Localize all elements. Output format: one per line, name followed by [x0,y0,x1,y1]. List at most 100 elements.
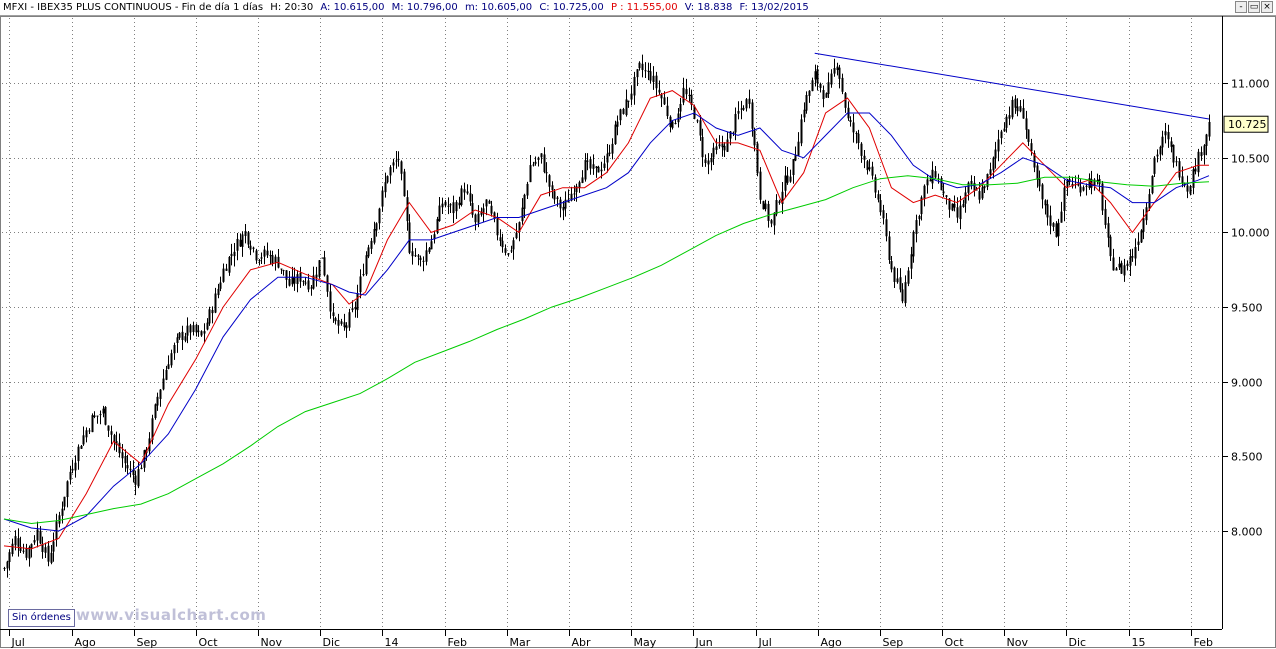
candle-body [1011,99,1014,118]
candle-body [512,240,515,250]
candle-body [151,418,154,440]
candle-body [126,465,129,469]
price-chart[interactable]: Jul Ago Sep Oct Nov Dic 14 Feb Mar Abr May Jun Jul Ag… [0,16,1276,649]
candle-body [170,353,173,366]
candle-body [1060,211,1063,223]
candle-body [715,146,718,150]
candle-body [501,240,504,248]
close-button[interactable]: × [1261,1,1273,13]
candle-body [652,75,655,82]
candle-body [1200,152,1203,157]
candle-body [597,166,600,173]
candle-body [570,193,573,201]
candle-body [734,113,737,133]
candle-body [455,202,458,212]
candle-body [1197,151,1200,173]
candle-body [701,136,704,158]
candle-body [825,93,828,98]
minimize-button[interactable]: - [1235,1,1247,13]
candle-body [356,293,359,311]
candle-body [22,550,25,552]
candle-body [808,90,811,96]
candle-body [428,248,431,253]
candle-body [282,270,285,272]
candle-body [912,231,915,257]
candle-body [773,212,776,226]
candle-body [466,191,469,194]
restore-button[interactable]: ▭ [1248,1,1260,13]
x-tick-label: Dic [323,636,341,649]
candle-body [515,232,518,239]
candle-body [929,179,932,182]
orders-badge[interactable]: Sin órdenes [8,609,75,627]
candle-body [354,307,357,310]
candle-body [595,166,598,169]
candle-body [592,164,595,169]
candle-body [890,261,893,270]
candle-body [710,158,713,163]
candle-body [778,201,781,203]
candle-body [1172,144,1175,163]
candle-body [203,331,206,334]
candle-body [61,508,64,516]
candle-body [748,98,751,104]
candle-body [904,282,907,304]
candle-body [77,446,80,462]
candle-body [1189,186,1192,194]
candle-body [365,255,368,275]
candle-body [627,100,630,102]
candle-body [184,336,187,341]
candle-body [110,431,113,435]
candle-body [989,169,992,175]
candle-body [712,147,715,158]
candle-body [340,321,343,324]
candle-body [1129,256,1132,266]
candle-body [797,141,800,156]
candle-body [438,205,441,221]
candle-body [915,220,918,234]
candle-body [573,193,576,195]
candle-body [674,122,677,124]
candle-body [1164,131,1167,136]
candle-body [611,143,614,154]
x-tick-label: Feb [448,636,467,649]
candle-body [14,536,17,546]
x-tick-label: Sep [137,636,158,649]
candle-body [436,219,439,233]
candle-body [167,364,170,369]
candle-body [82,435,85,445]
candle-body [545,172,548,174]
candle-body [1085,185,1088,187]
candle-body [389,167,392,176]
candle-body [1120,262,1123,274]
candle-body [159,389,162,399]
candle-body [784,175,787,191]
y-tick-label: 8.000 [1231,526,1263,539]
candle-body [507,253,510,255]
candle-body [1038,177,1041,187]
candle-body [96,415,99,417]
candle-body [1033,153,1036,168]
candle-body [529,165,532,183]
candle-body [39,530,42,544]
candle-body [304,282,307,284]
candle-body [44,547,47,553]
candle-body [586,160,589,162]
candle-body [85,430,88,438]
candle-body [636,69,639,78]
candle-body [236,238,239,251]
candle-body [25,548,28,558]
candle-body [564,199,567,209]
low-value: m: 10.605,00 [464,2,533,13]
candle-body [496,218,499,236]
candle-body [951,203,954,211]
candle-body [373,228,376,243]
candle-body [822,90,825,100]
candle-body [841,77,844,92]
candle-body [518,222,521,232]
candle-body [800,119,803,144]
candle-body [375,223,378,231]
candle-body [649,71,652,81]
candle-body [723,145,726,151]
candle-body [1101,183,1104,211]
